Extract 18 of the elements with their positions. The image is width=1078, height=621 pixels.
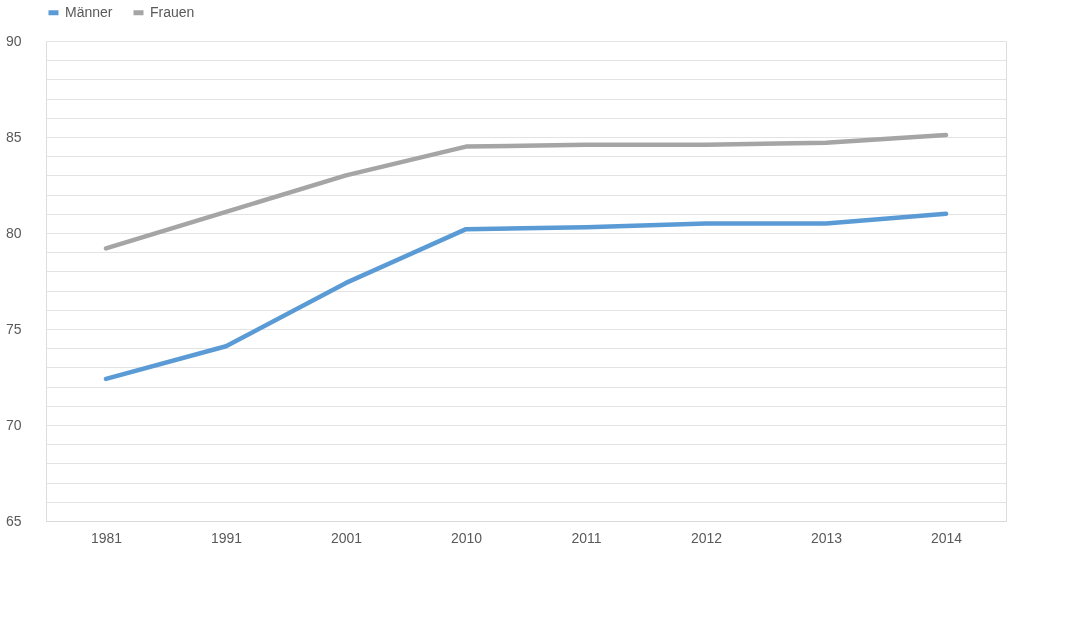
x-tick-label: 2010	[450, 529, 483, 546]
legend-label: Frauen	[150, 3, 195, 20]
x-tick-label: 2011	[571, 529, 602, 546]
legend-label: Männer	[65, 3, 113, 20]
y-tick-label: 70	[5, 416, 22, 433]
y-tick-label: 75	[5, 320, 22, 337]
x-tick-label: 2001	[330, 529, 363, 546]
x-tick-label: 1981	[90, 529, 123, 546]
x-tick-label: 2012	[690, 529, 723, 546]
x-tick-label: 2013	[810, 529, 843, 546]
x-tick-label: 1991	[210, 529, 243, 546]
y-tick-label: 85	[5, 128, 22, 145]
y-tick-label: 80	[5, 224, 22, 241]
x-tick-label: 2014	[930, 529, 963, 546]
y-tick-label: 90	[5, 32, 22, 49]
y-tick-label: 65	[5, 512, 22, 529]
line-series	[103, 211, 949, 382]
line-series	[103, 132, 949, 251]
